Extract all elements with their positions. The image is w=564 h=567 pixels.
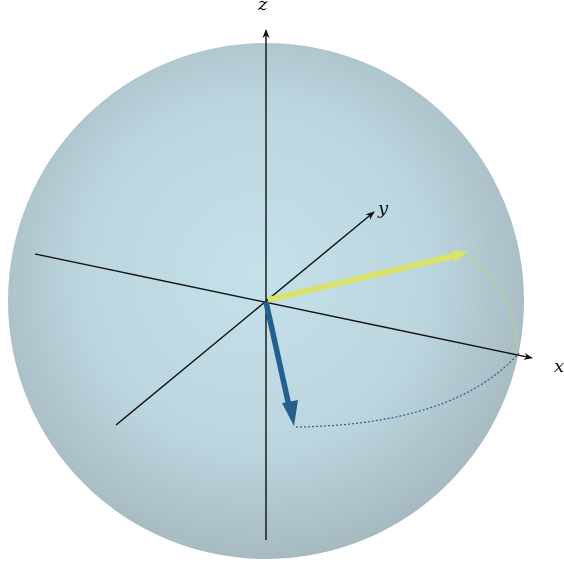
blue-vector-arrowhead: [282, 400, 298, 426]
x-axis-label: x: [554, 356, 564, 377]
y-axis-line: [115, 211, 375, 426]
blue-dotted-arc: [295, 352, 520, 428]
z-axis-label: z: [257, 0, 268, 15]
yellow-vector-arrowhead: [452, 250, 468, 262]
blue-vector: [263, 301, 292, 407]
x-axis-line: [34, 253, 533, 360]
yellow-dotted-arc: [465, 252, 519, 356]
y-axis-label: y: [377, 198, 389, 219]
yellow-vector: [267, 252, 459, 303]
